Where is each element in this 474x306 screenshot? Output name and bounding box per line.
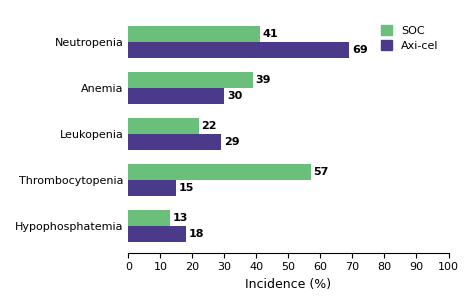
X-axis label: Incidence (%): Incidence (%) <box>246 278 331 291</box>
Bar <box>128 88 224 104</box>
Bar <box>128 42 349 58</box>
Bar <box>128 226 186 242</box>
Text: 15: 15 <box>179 183 194 193</box>
Text: 22: 22 <box>201 121 217 131</box>
Text: 57: 57 <box>313 167 329 177</box>
Bar <box>128 72 253 88</box>
Bar <box>128 134 221 150</box>
Legend: SOC, Axi-cel: SOC, Axi-cel <box>376 21 443 55</box>
Bar <box>128 164 311 180</box>
Text: 41: 41 <box>262 29 278 39</box>
Text: 30: 30 <box>227 91 242 101</box>
Bar <box>128 180 176 196</box>
Text: 18: 18 <box>189 229 204 239</box>
Text: 29: 29 <box>224 137 239 147</box>
Text: 13: 13 <box>173 213 188 223</box>
Bar <box>128 26 260 42</box>
Text: 69: 69 <box>352 45 367 55</box>
Text: 39: 39 <box>256 75 271 85</box>
Bar <box>128 118 199 134</box>
Bar <box>128 210 170 226</box>
